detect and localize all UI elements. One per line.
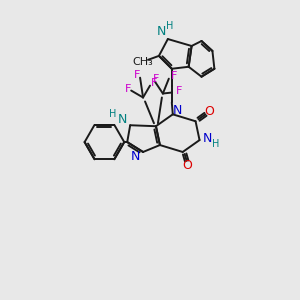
Text: N: N (157, 25, 167, 38)
Text: O: O (183, 159, 193, 172)
Text: F: F (171, 71, 177, 81)
Text: F: F (151, 78, 157, 88)
Text: F: F (134, 70, 140, 80)
Text: CH₃: CH₃ (133, 57, 153, 67)
Text: O: O (205, 105, 214, 118)
Text: H: H (166, 21, 173, 31)
Text: F: F (125, 84, 131, 94)
Text: N: N (203, 132, 212, 145)
Text: H: H (109, 109, 116, 119)
Text: F: F (176, 85, 182, 96)
Text: N: N (173, 104, 182, 117)
Text: F: F (153, 74, 159, 84)
Text: N: N (118, 113, 127, 126)
Text: N: N (130, 150, 140, 164)
Text: H: H (212, 139, 219, 149)
